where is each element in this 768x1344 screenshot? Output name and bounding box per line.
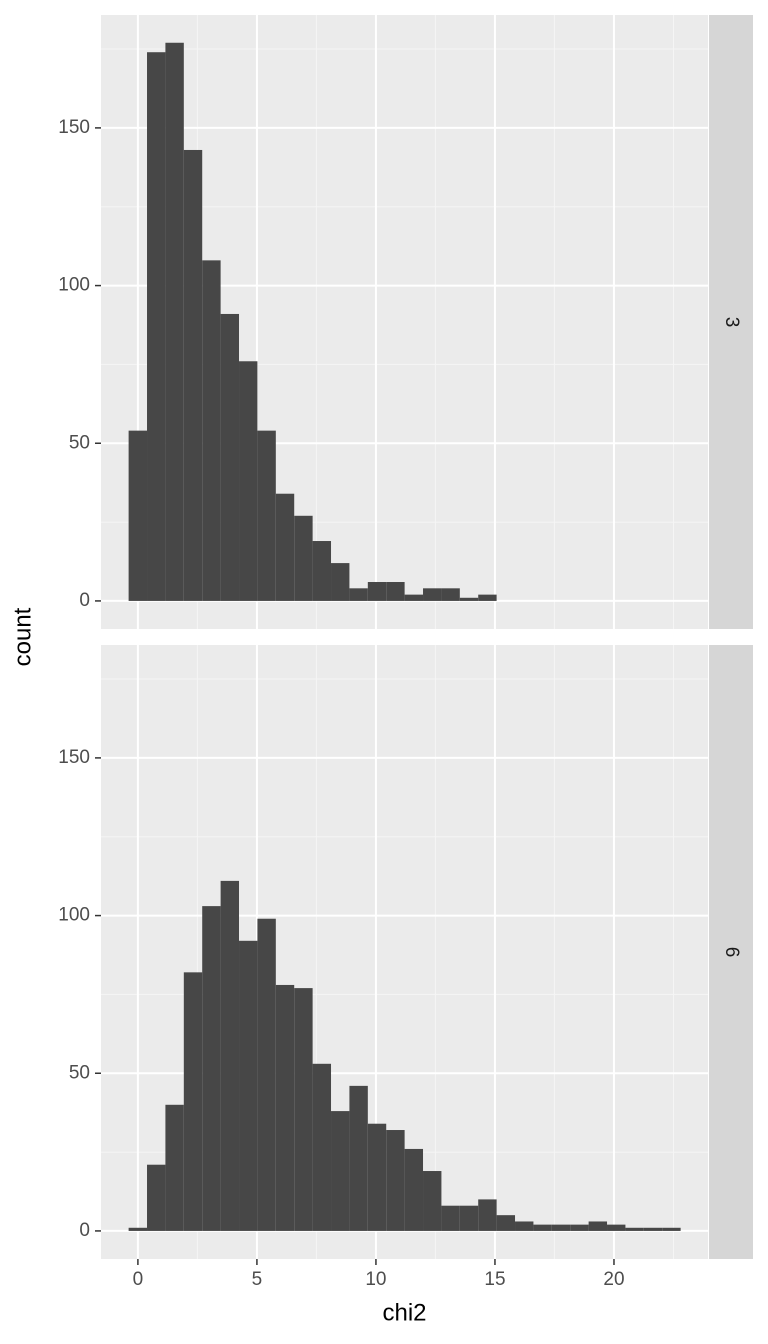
y-tick-label: 50 (69, 432, 90, 453)
bar (331, 1111, 350, 1231)
bar (312, 1063, 332, 1231)
x-tick-label: 5 (252, 1269, 263, 1290)
bar (165, 1104, 184, 1231)
bar (294, 988, 313, 1231)
x-tick-label: 10 (365, 1269, 386, 1290)
y-tick-label: 0 (79, 590, 90, 611)
bar (349, 588, 368, 601)
x-axis-title: chi2 (382, 1299, 426, 1326)
bar (441, 588, 460, 601)
facet-strip (709, 15, 753, 629)
y-tick-label: 50 (69, 1062, 90, 1083)
bar (275, 493, 295, 601)
bar (404, 594, 424, 601)
bar (459, 1205, 479, 1231)
bar (294, 515, 313, 601)
bar (239, 361, 258, 601)
bar (588, 1221, 608, 1231)
bar (331, 563, 350, 601)
y-axis-title: count (9, 607, 36, 666)
x-tick-label: 0 (133, 1269, 144, 1290)
bar (662, 1227, 681, 1231)
bar (551, 1224, 571, 1231)
bar (478, 1199, 497, 1231)
facet-label: 3 (721, 317, 742, 328)
bar (367, 582, 387, 601)
y-tick-label: 150 (58, 747, 90, 768)
y-tick-label: 100 (58, 275, 90, 296)
bar (165, 42, 184, 601)
bar (183, 149, 203, 601)
bar (202, 906, 221, 1231)
bar (607, 1224, 626, 1231)
bar (478, 594, 497, 601)
bar (220, 313, 240, 601)
bar (147, 52, 166, 601)
bar (312, 541, 332, 601)
bar (570, 1224, 589, 1231)
bar (257, 430, 276, 601)
bar (533, 1224, 552, 1231)
bar (239, 940, 258, 1231)
y-tick-label: 100 (58, 905, 90, 926)
bar (496, 1215, 516, 1231)
bar (515, 1221, 534, 1231)
facet-strip (709, 645, 753, 1259)
bar (643, 1227, 663, 1231)
y-tick-label: 150 (58, 117, 90, 138)
bar (625, 1227, 644, 1231)
bar (386, 1130, 405, 1231)
bar (367, 1123, 387, 1231)
bar (128, 430, 148, 601)
bar (220, 880, 240, 1231)
bar (423, 588, 442, 601)
bar (128, 1227, 148, 1231)
bar (459, 597, 479, 601)
x-tick-label: 15 (484, 1269, 505, 1290)
bar (423, 1171, 442, 1231)
facet-label: 6 (721, 947, 742, 958)
bar (257, 918, 276, 1231)
bar (441, 1205, 460, 1231)
x-tick-label: 20 (603, 1269, 624, 1290)
bar (183, 972, 203, 1231)
bar (386, 582, 405, 601)
bar (275, 984, 295, 1231)
bar (404, 1148, 424, 1231)
bar (147, 1164, 166, 1231)
bar (202, 260, 221, 601)
bar (349, 1085, 368, 1231)
y-tick-label: 0 (79, 1220, 90, 1241)
